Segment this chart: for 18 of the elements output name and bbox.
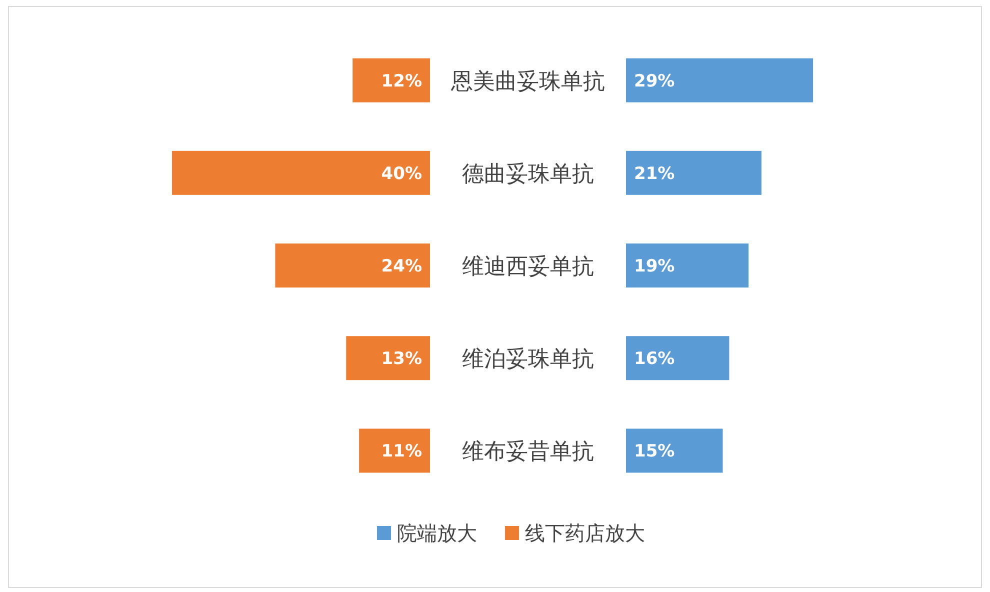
- y-tick-label: 恩美曲妥珠单抗: [450, 69, 605, 94]
- legend-label: 院端放大: [397, 521, 477, 545]
- data-label: 11%: [381, 442, 422, 462]
- legend: 线下药店放大: [505, 521, 645, 545]
- data-label: 16%: [634, 349, 675, 370]
- data-label: 29%: [634, 71, 675, 92]
- data-label: 24%: [381, 256, 422, 276]
- legend: 院端放大: [377, 521, 477, 545]
- y-tick-label: 维泊妥珠单抗: [462, 347, 594, 372]
- y-tick-label: 维迪西妥单抗: [462, 254, 594, 280]
- y-tick-label: 维布妥昔单抗: [462, 440, 594, 465]
- data-label: 40%: [381, 164, 422, 184]
- data-label: 15%: [634, 442, 675, 462]
- y-tick-label: 德曲妥珠单抗: [462, 162, 594, 187]
- data-label: 19%: [634, 256, 675, 276]
- data-label: 12%: [381, 71, 422, 92]
- data-label: 21%: [634, 164, 675, 184]
- data-label: 13%: [381, 349, 422, 370]
